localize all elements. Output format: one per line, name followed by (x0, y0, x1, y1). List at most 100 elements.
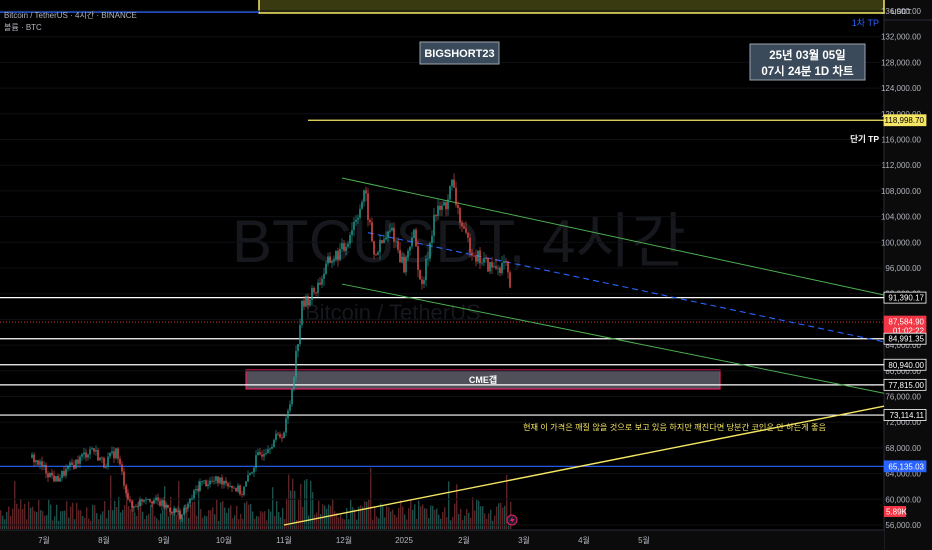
candle (271, 446, 273, 449)
candle (41, 461, 43, 467)
candle (345, 246, 347, 251)
candle (441, 205, 443, 210)
candle (31, 454, 33, 458)
time-tick-label: 8월 (98, 535, 110, 545)
candle (143, 499, 145, 502)
volume-bar (320, 514, 322, 529)
candle (355, 219, 357, 222)
candle (325, 263, 327, 274)
volume-bar (474, 510, 476, 529)
candle (53, 475, 55, 482)
volume-bar (264, 511, 266, 529)
volume-bar (214, 514, 216, 529)
volume-bar (84, 517, 86, 529)
volume-bar (300, 484, 302, 529)
channel-upper-line[interactable] (341, 177, 885, 296)
price-axis-ticks: 56,000.00 60,000.00 64,000.00 68,000.00 72,0… (881, 7, 922, 530)
candle (211, 480, 213, 482)
volume-bar (242, 518, 244, 529)
author-box[interactable] (419, 41, 500, 65)
candle (385, 237, 387, 240)
level-label-box (883, 409, 927, 421)
candle (187, 503, 189, 509)
volume-bar (452, 517, 454, 529)
mid-dashed-line[interactable] (367, 232, 885, 343)
volume-bar (466, 509, 468, 529)
volume-bar (50, 504, 52, 529)
volume-title[interactable]: 볼륨 · BTC (4, 22, 42, 32)
volume-bar (382, 506, 384, 529)
time-tick-label: 7월 (38, 535, 50, 545)
volume-bar (246, 501, 248, 529)
yellow-support-trendline[interactable] (283, 405, 885, 526)
volume-bar (434, 509, 436, 529)
volume-bar (276, 501, 278, 529)
candle (199, 481, 201, 491)
candle (59, 478, 61, 482)
volume-bar (152, 501, 154, 529)
candle (121, 464, 123, 472)
volume-bar (454, 503, 456, 529)
analysis-comment: 현재 이 가격은 깨질 않을 것으로 보고 있음 하지만 깨진다면 당분간 코인… (523, 422, 826, 432)
time-axis-panel[interactable] (0, 530, 884, 550)
candle (279, 434, 281, 438)
tp1-zone[interactable] (258, 0, 885, 14)
volume-bar (130, 509, 132, 529)
volume-bar (312, 492, 314, 529)
volume-bar (280, 517, 282, 529)
volume-bar (110, 475, 112, 529)
candle (461, 222, 463, 227)
volume-bar (428, 517, 430, 529)
volume-bar (64, 510, 66, 529)
candle (419, 269, 421, 280)
candle (469, 237, 471, 253)
candle (57, 476, 59, 482)
level-label-box (883, 114, 927, 127)
price-tick-label: 84,000.00 (885, 341, 921, 350)
volume-bar (282, 508, 284, 529)
volume-bar (146, 515, 148, 529)
volume-bar (456, 484, 458, 529)
volume-bar (46, 515, 48, 529)
candle (225, 480, 227, 484)
volume-bar (200, 509, 202, 529)
volume-bar (192, 501, 194, 529)
candle (167, 504, 169, 508)
channel-lower-line[interactable] (341, 283, 885, 394)
candle (205, 480, 207, 487)
volume-bar (366, 501, 368, 529)
candle (453, 179, 455, 188)
volume-bar (150, 504, 152, 529)
symbol-title[interactable]: Bitcoin / TetherUS · 4시간 · BINANCE (4, 10, 137, 20)
volume-bar (444, 507, 446, 529)
volume-bar (446, 517, 448, 529)
volume-bar (496, 506, 498, 529)
candle (133, 506, 135, 508)
volume-bar (202, 517, 204, 529)
price-tick-label: 120,000.00 (881, 110, 922, 119)
price-axis-panel[interactable] (884, 0, 932, 550)
candle (275, 433, 277, 440)
level-label: 118,998.70 (885, 116, 925, 125)
volume-bar (410, 500, 412, 529)
candle (97, 450, 99, 461)
candle (457, 204, 459, 208)
candle (231, 486, 233, 488)
volume-bar (350, 500, 352, 529)
volume-bar (414, 504, 416, 529)
volume-bar (308, 515, 310, 529)
volume-bar (116, 507, 118, 529)
volume-bar (464, 515, 466, 529)
volume-bar (334, 511, 336, 529)
date-box[interactable] (749, 43, 866, 81)
volume-bar (494, 515, 496, 529)
candle (405, 257, 407, 273)
candle (451, 179, 453, 187)
candle (85, 452, 87, 458)
volume-bar (486, 518, 488, 529)
volume-bar (430, 505, 432, 529)
candle (449, 186, 451, 200)
watermark-name: Bitcoin / TetherUS (305, 300, 481, 325)
candle (43, 464, 45, 467)
